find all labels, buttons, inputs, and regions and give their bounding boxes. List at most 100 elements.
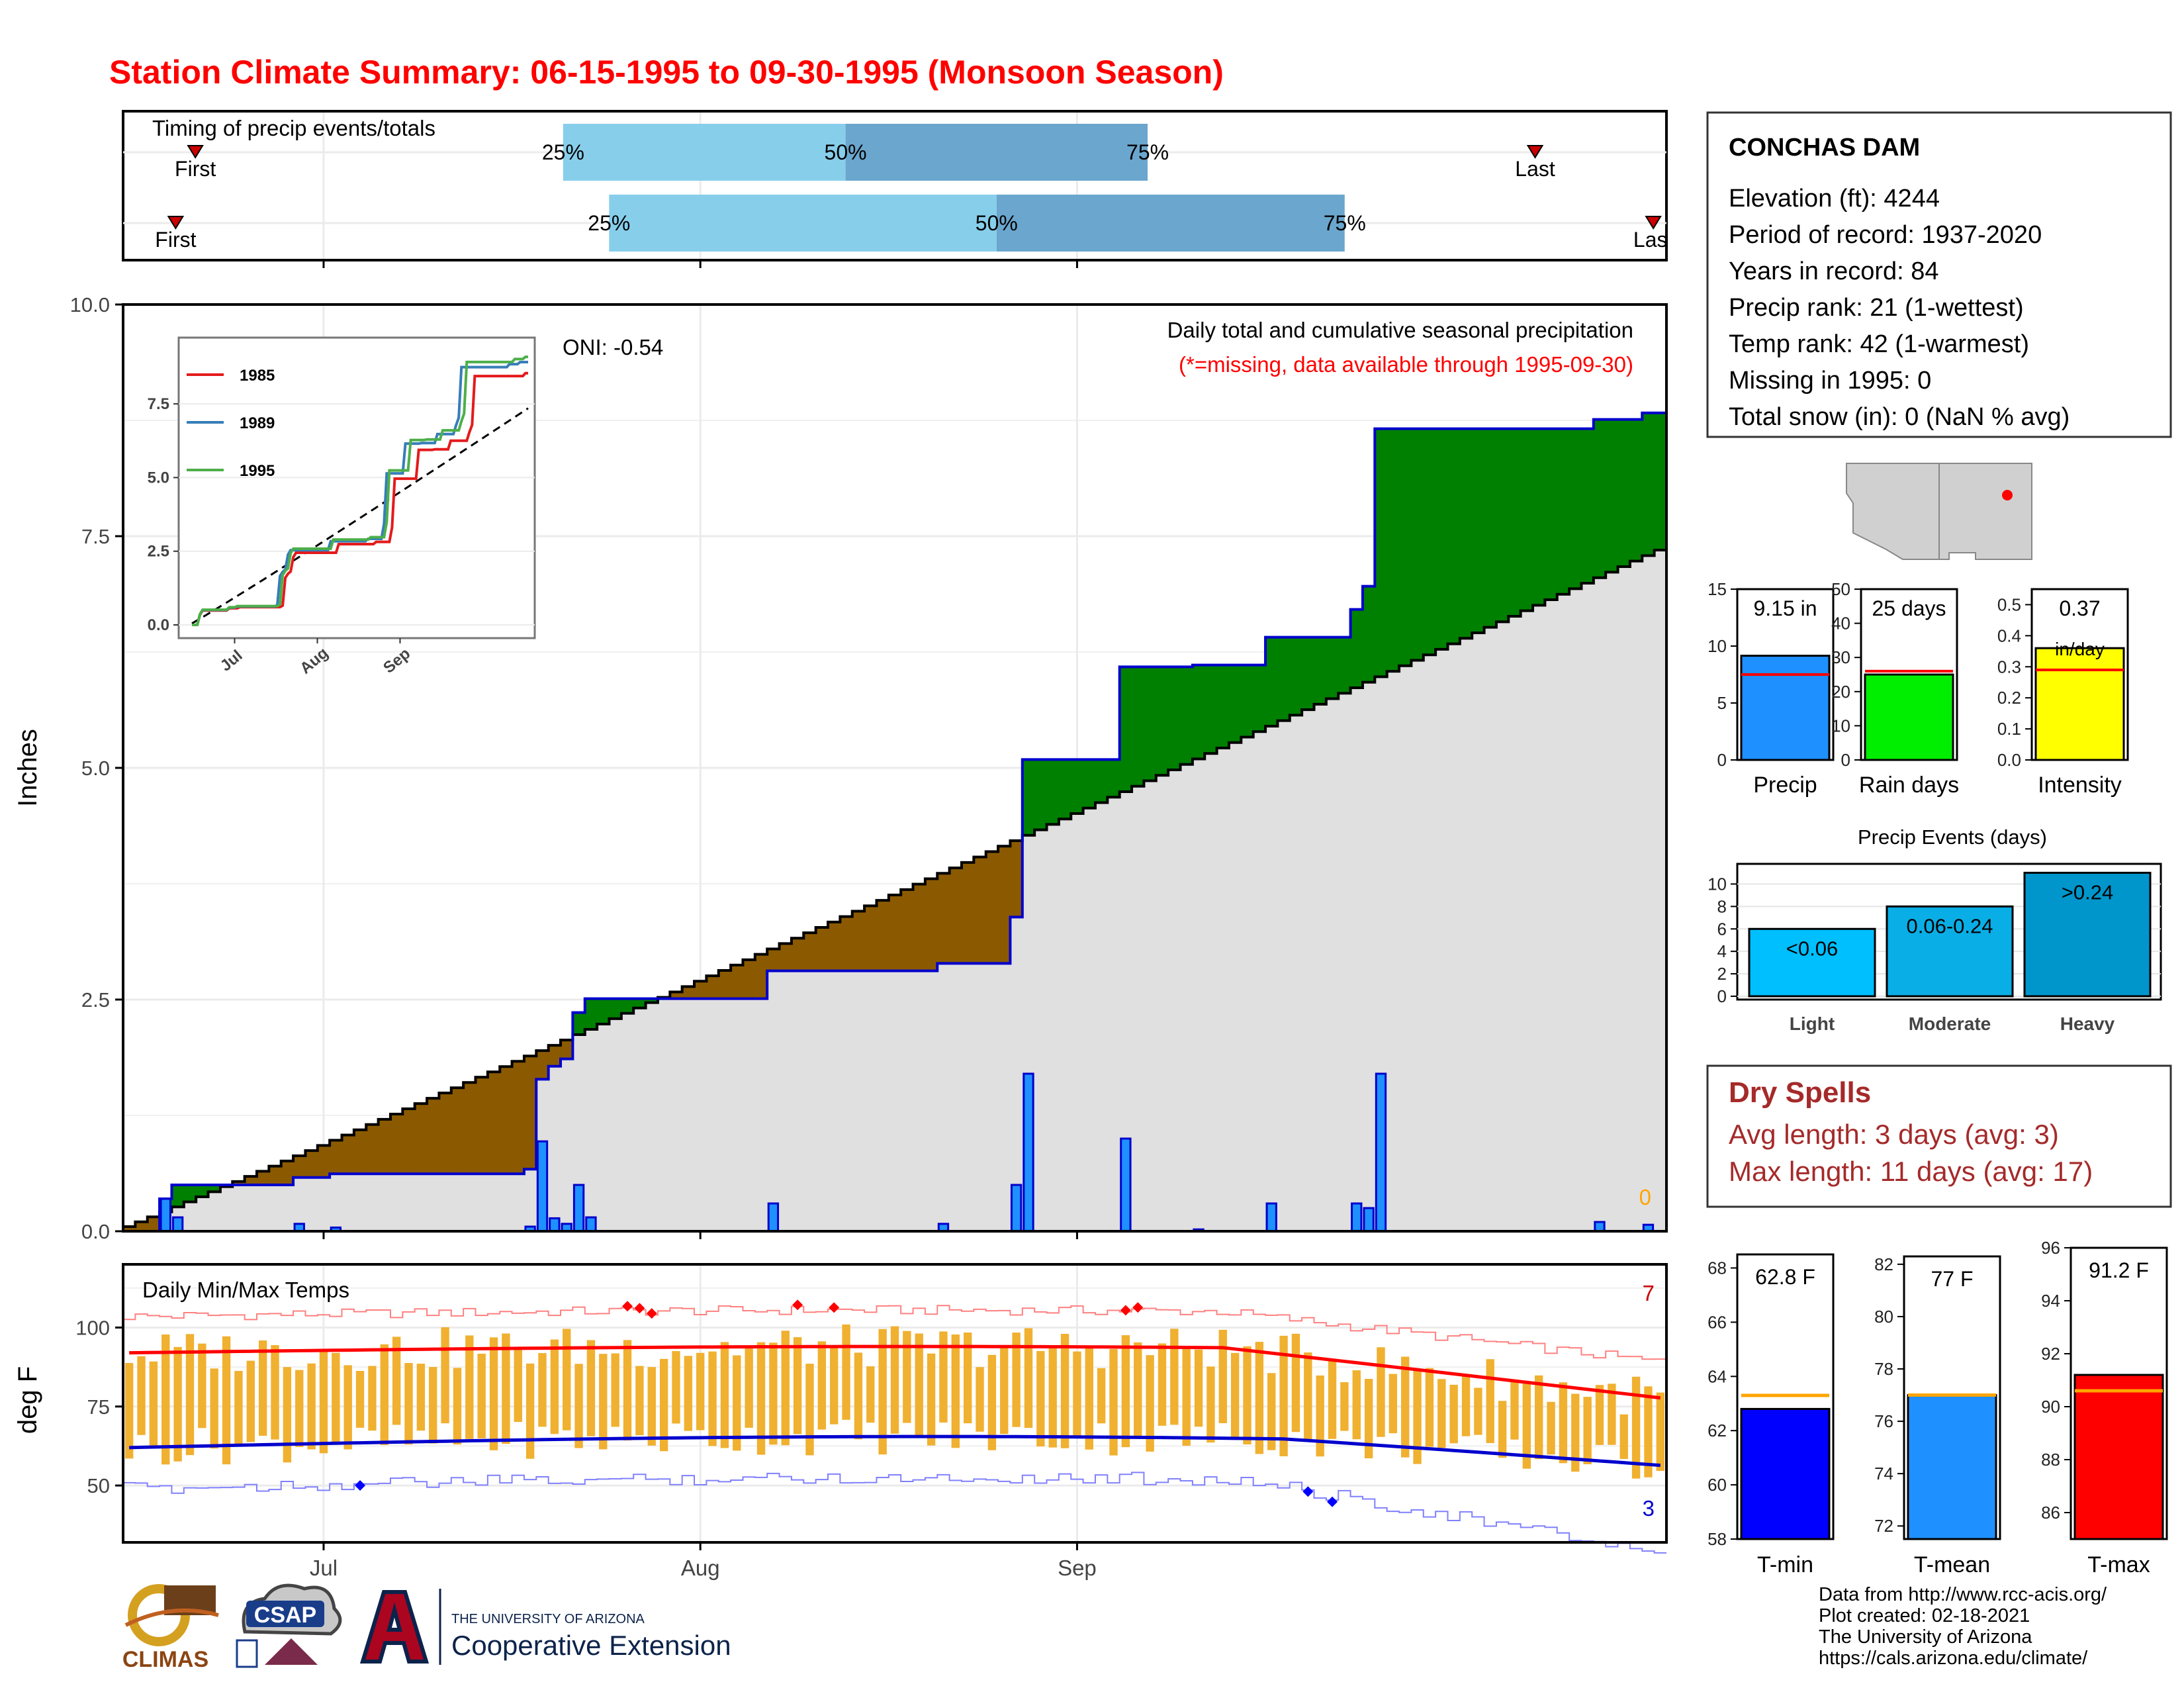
precip-surplus-area <box>1071 759 1084 814</box>
summary-bar <box>1740 655 1831 761</box>
precip-deficit-area <box>718 970 731 999</box>
precip-surplus-area <box>196 1185 209 1197</box>
precip-surplus-area <box>1314 637 1327 704</box>
temp-daily-bar <box>1255 1342 1264 1454</box>
temp-summary-tick-label: 62 <box>1707 1421 1727 1440</box>
temp-summary-bar <box>2073 1374 2164 1540</box>
temp-daily-bar <box>1134 1342 1142 1437</box>
precip-surplus-area <box>208 1185 221 1192</box>
credit-line: Data from http://www.rcc-acis.org/ <box>1819 1584 2107 1605</box>
temp-daily-bar <box>453 1368 462 1445</box>
precip-deficit-area <box>366 1124 379 1174</box>
temp-daily-bar <box>927 1353 936 1446</box>
temp-daily-bar <box>1194 1349 1203 1427</box>
inset-average-line <box>191 407 529 625</box>
temp-daily-bar <box>1449 1384 1458 1444</box>
temp-daily-bar <box>465 1335 474 1439</box>
precip-surplus-area <box>1435 428 1448 649</box>
precip-deficit-area <box>523 1056 537 1170</box>
summary-bar-value: 9.15 in <box>1753 596 1817 620</box>
temp-daily-bar <box>1230 1352 1240 1438</box>
temp-daily-bar <box>161 1334 170 1465</box>
dry-spells-title: Dry Spells <box>1729 1076 1871 1109</box>
climas-logo: CLIMAS <box>122 1584 219 1672</box>
precip-deficit-area <box>949 868 962 964</box>
ua-small-text: THE UNIVERSITY OF ARIZONA <box>451 1612 645 1626</box>
inset-y-tick-label: 0.0 <box>148 616 169 634</box>
precip-annotation-title: Daily total and cumulative seasonal prec… <box>1167 318 1633 342</box>
precip-daily-bar <box>572 1184 585 1233</box>
temp-daily-bar <box>793 1337 802 1434</box>
temp-record-low-marker <box>1327 1496 1338 1507</box>
summary-bar-tick-label: 0 <box>1841 750 1850 770</box>
precip-surplus-area <box>1520 428 1533 611</box>
inset-y-tick-label: 2.5 <box>148 543 169 561</box>
temp-summary-tick-label: 64 <box>1707 1366 1727 1386</box>
precip-deficit-area <box>256 1171 269 1185</box>
precip-deficit-area <box>561 1040 573 1059</box>
timing-q75-label: 75% <box>1324 211 1366 235</box>
temp-daily-bar <box>1109 1348 1118 1456</box>
temp-count-low: 3 <box>1643 1496 1655 1521</box>
timing-q75-label: 75% <box>1126 140 1169 164</box>
precip-deficit-area <box>293 1156 306 1178</box>
temp-daily-bar <box>149 1361 158 1446</box>
temp-daily-bar <box>1328 1360 1337 1439</box>
precip-deficit-area <box>536 1051 549 1080</box>
temp-summary-label: T-min <box>1757 1552 1813 1577</box>
temp-daily-bar <box>817 1341 827 1430</box>
temp-summary-tick-label: 94 <box>2041 1291 2060 1311</box>
station-detail-line: Total snow (in): 0 (NaN % avg) <box>1729 403 2070 431</box>
timing-last-label: Last <box>1515 157 1555 181</box>
summary-bar-tick-label: 5 <box>1717 693 1727 713</box>
precip-deficit-area <box>876 900 889 971</box>
precip-deficit-area <box>864 906 877 971</box>
summary-bar-tick-label: 50 <box>1831 579 1850 599</box>
precip-surplus-area <box>171 1185 185 1207</box>
precip-surplus-area <box>1642 412 1655 556</box>
temp-daily-bar <box>416 1364 426 1431</box>
temp-record-low-marker <box>355 1480 366 1491</box>
precip-surplus-area <box>1484 428 1497 628</box>
temp-daily-bar <box>878 1329 887 1455</box>
precip-deficit-area <box>330 1140 343 1174</box>
precip-deficit-area <box>512 1061 525 1174</box>
temp-summary-value: 91.2 F <box>2089 1258 2149 1282</box>
summary-bar-tick-label: 10 <box>1831 716 1850 735</box>
summary-bar-tick-label: 15 <box>1707 579 1727 599</box>
temp-daily-bar <box>745 1346 753 1428</box>
precip-surplus-area <box>572 1012 586 1035</box>
temp-panel-frame <box>122 1263 1668 1544</box>
precip-surplus-area <box>1533 428 1545 606</box>
precip-deficit-area <box>341 1135 355 1174</box>
precip-deficit-area <box>475 1077 488 1174</box>
precip-surplus-area <box>1508 428 1522 616</box>
temp-summary-tick-label: 58 <box>1707 1529 1727 1549</box>
temp-daily-bar <box>1486 1359 1494 1443</box>
temp-summary-tick-label: 82 <box>1874 1254 1893 1274</box>
precip-surplus-area <box>584 998 598 1030</box>
precip-daily-bar <box>1375 1072 1387 1233</box>
temp-summary-tick-label: 78 <box>1874 1359 1893 1379</box>
precip-deficit-area <box>281 1160 294 1185</box>
timing-last-marker <box>1645 216 1662 230</box>
precip-deficit-area <box>317 1145 330 1178</box>
temp-record-low-marker <box>1302 1486 1314 1497</box>
temp-daily-bar <box>866 1366 875 1423</box>
summary-bar-tick-label: 10 <box>1707 636 1727 656</box>
station-info-box: CONCHAS DAM Elevation (ft): 4244 Period o… <box>1706 111 2172 438</box>
precip-deficit-area <box>706 976 719 999</box>
precip-surplus-area <box>1034 759 1048 830</box>
temp-daily-bar <box>1316 1375 1324 1457</box>
temp-daily-bar <box>246 1360 255 1442</box>
precip-surplus-area <box>1545 428 1558 600</box>
temp-daily-bar <box>1170 1329 1179 1425</box>
precip-daily-bar <box>1010 1184 1023 1233</box>
temp-summary-tick-label: 96 <box>2041 1238 2060 1258</box>
precip-surplus-area <box>1119 667 1132 792</box>
temp-daily-bar <box>586 1340 596 1436</box>
precip-deficit-area <box>779 943 792 971</box>
page-title: Station Climate Summary: 06-15-1995 to 0… <box>109 54 1224 91</box>
temp-daily-bar <box>1291 1333 1300 1432</box>
